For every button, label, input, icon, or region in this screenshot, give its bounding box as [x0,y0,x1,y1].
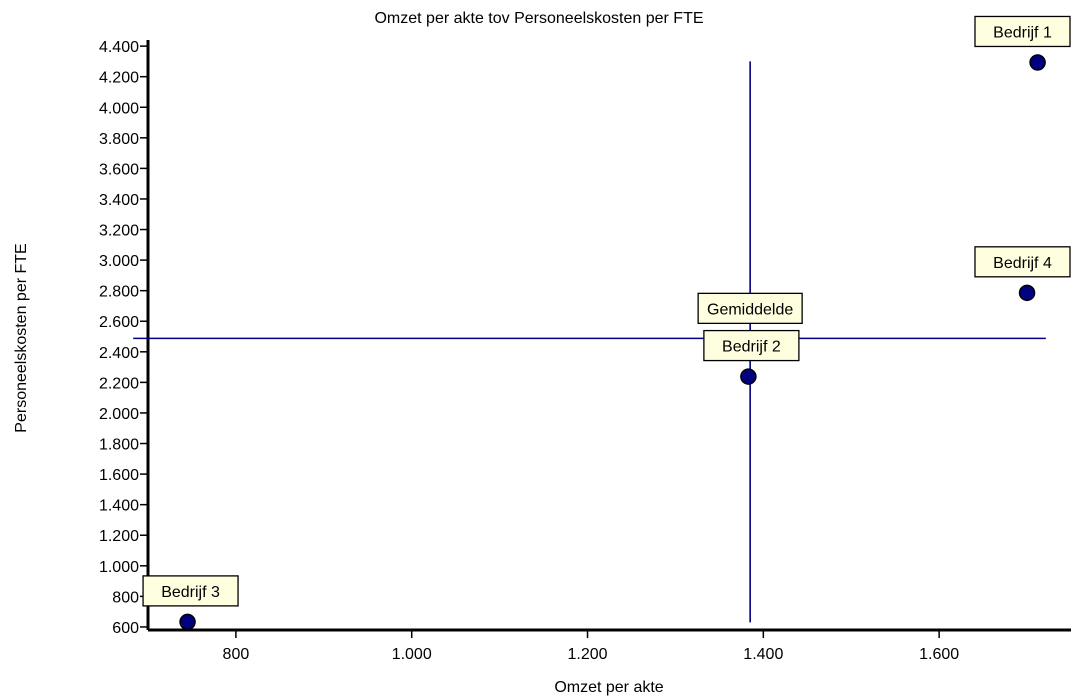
x-axis-label: Omzet per akte [554,679,663,696]
y-tick-label: 3.600 [99,161,139,178]
y-tick-label: 2.600 [99,314,139,331]
y-tick-label: 600 [112,620,139,637]
x-tick-label: 1.200 [568,646,608,663]
plot-area: 600 800 1.000 1.200 1.400 1.600 1.800 2.000 2.20… [99,15,1071,663]
y-tick-label: 2.400 [99,345,139,362]
y-tick-label: 1.800 [99,437,139,454]
point-label-box [974,15,1071,48]
y-tick-label: 3.000 [99,253,139,270]
y-tick-label: 3.800 [99,131,139,148]
y-tick-label: 1.400 [99,498,139,515]
chart-title: Omzet per akte tov Personeelskosten per … [374,10,703,27]
data-point [740,368,757,385]
y-tick-label: 4.400 [99,39,139,56]
point-label-box [703,329,800,362]
data-point [1018,284,1036,302]
x-tick-label: 1.000 [392,646,432,663]
y-tick-label: 3.200 [99,223,139,240]
x-tick-label: 800 [223,646,250,663]
y-tick-label: 3.400 [99,192,139,209]
point-label-box [974,246,1071,278]
y-tick-label: 4.200 [99,70,139,87]
y-tick-label: 1.000 [99,559,139,576]
y-tick-label: 2.200 [99,375,139,392]
point-label: Bedrijf 2 [722,339,781,356]
average-label-box [697,292,803,325]
point-label: Bedrijf 4 [993,255,1052,272]
y-axis-label: Personeelskosten per FTE [13,243,30,432]
data-point [1029,54,1046,71]
point-label: Bedrijf 3 [161,584,220,601]
x-tick-label: 1.400 [743,646,783,663]
point-label: Bedrijf 1 [993,24,1052,41]
x-tick-label: 1.600 [919,646,959,663]
data-point [179,613,196,631]
y-tick-label: 2.800 [99,284,139,301]
y-tick-label: 2.000 [99,406,139,423]
y-tick-label: 800 [112,589,139,606]
point-label-box [142,575,239,607]
average-label: Gemiddelde [707,301,793,318]
y-tick-label: 1.600 [99,467,139,484]
y-tick-label: 4.000 [99,100,139,117]
y-tick-label: 1.200 [99,528,139,545]
